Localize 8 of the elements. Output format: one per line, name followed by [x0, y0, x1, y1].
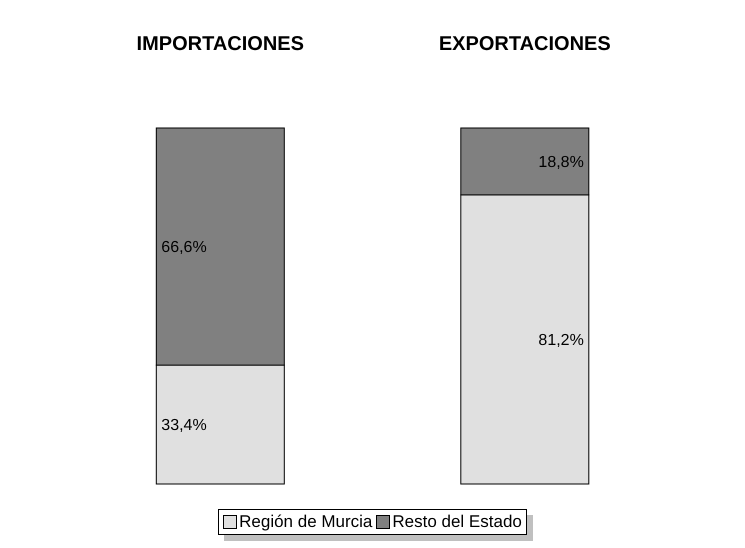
- x-tick-label: EXPORTACIONES: [438, 33, 611, 55]
- legend-label: Resto del Estado: [391, 512, 522, 532]
- data-label: 81,2%: [538, 332, 584, 350]
- data-label: 66,6%: [161, 239, 207, 256]
- data-label: 33,4%: [161, 417, 207, 434]
- data-label: 18,8%: [538, 154, 584, 172]
- x-tick-label: IMPORTACIONES: [136, 33, 304, 55]
- legend-label: Región de Murcia: [238, 512, 372, 532]
